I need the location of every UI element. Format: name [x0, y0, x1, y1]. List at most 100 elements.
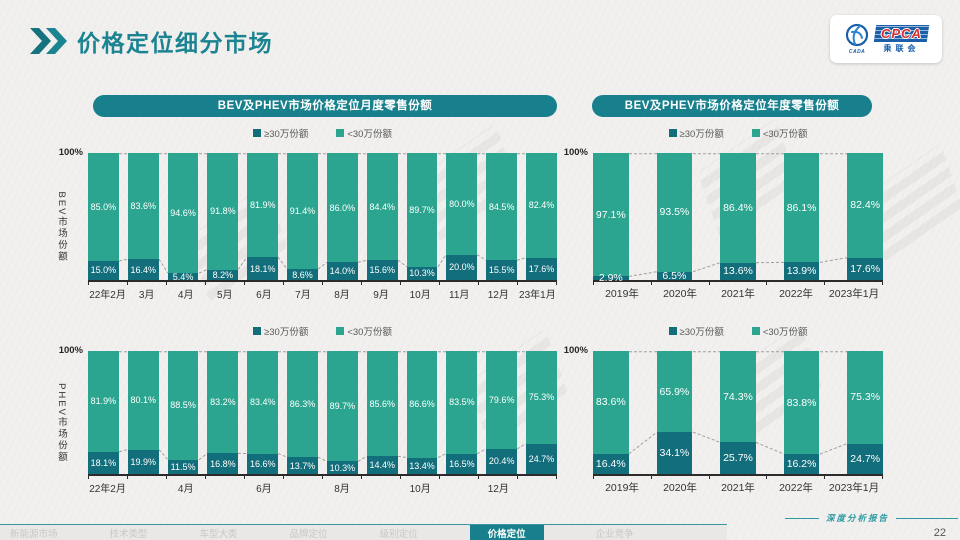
bar-value-label: 83.4%	[249, 397, 276, 408]
plot-area: 97.1% 2.9% 93.5% 6.5% 86.4% 13.6% 86.1% 13.9% 82…	[593, 153, 883, 284]
stacked-bar-9月: 84.4% 15.6%	[366, 153, 398, 280]
cpca-emblem-icon: CADA	[844, 23, 870, 55]
cpca-wordmark: CPCA 乘联会	[873, 24, 930, 54]
nav-item-企业竞争[interactable]: 企业竞争	[595, 528, 634, 540]
stacked-bar-2020年: 93.5% 6.5%	[656, 153, 693, 282]
bar-value-label: 82.4%	[528, 200, 555, 211]
legend-label: <30万份额	[762, 129, 808, 140]
segment-ge30: 20.4%	[486, 448, 518, 474]
nav-item-车型大类[interactable]: 车型大类	[199, 528, 238, 540]
stacked-bar-2020年: 65.9% 34.1%	[656, 351, 693, 474]
axis-tick	[323, 282, 362, 285]
segment-lt30: 89.7%	[406, 153, 438, 267]
bar-value-label: 8.6%	[292, 269, 313, 280]
axis-tick	[362, 476, 401, 479]
bar-value-label: 83.8%	[786, 396, 817, 409]
axis-tick	[206, 282, 245, 285]
segment-ge30: 13.7%	[287, 457, 318, 474]
segment-lt30: 81.9%	[88, 351, 119, 452]
axis-tick	[652, 282, 710, 285]
axis-tick	[479, 476, 518, 479]
stacked-bar-2021年: 74.3% 25.7%	[720, 351, 756, 474]
segment-ge30: 18.1%	[247, 257, 279, 280]
nav-item-新能源市场[interactable]: 新能源市场	[10, 528, 58, 540]
legend-label: ≥30万份额	[264, 129, 309, 140]
nav-item-级别定位[interactable]: 级别定位	[379, 528, 418, 540]
x-tick-label	[283, 480, 322, 495]
bar-value-label: 10.3%	[329, 462, 356, 473]
legend-label: <30万份额	[762, 327, 808, 338]
bars: 85.0% 15.0% 83.6% 16.4% 94.6% 5.4% 91.8% 8.2% 81…	[88, 153, 557, 282]
x-tick-label: 2021年	[721, 482, 755, 494]
plot-area: 83.6% 16.4% 65.9% 34.1% 74.3% 25.7% 83.8% 16.2%…	[593, 351, 883, 474]
bar-value-label: 79.6%	[488, 394, 515, 405]
series-connector-lines	[628, 153, 848, 277]
stacked-bar-8月: 86.0% 14.0%	[326, 153, 358, 280]
legend-swatch	[336, 327, 345, 335]
stacked-bar-5月: 91.8% 8.2%	[207, 153, 239, 280]
segment-lt30: 83.8%	[783, 351, 820, 455]
segment-lt30: 75.3%	[526, 351, 557, 444]
bar-value-label: 16.8%	[210, 458, 236, 469]
segment-lt30: 91.8%	[207, 153, 239, 270]
segment-lt30: 82.4%	[526, 153, 557, 258]
divider-line	[896, 517, 958, 519]
nav-item-技术类型[interactable]: 技术类型	[109, 528, 148, 540]
stacked-bar-4月: 88.5% 11.5%	[167, 351, 199, 474]
bar-value-label: 17.6%	[850, 262, 881, 275]
axis-tick	[593, 476, 652, 479]
legend-item-ge30: ≥30万份额	[668, 324, 724, 338]
legend-label: ≥30万份额	[679, 129, 724, 140]
x-axis	[88, 280, 557, 285]
segment-lt30: 83.6%	[127, 153, 159, 260]
x-tick-label: 9月	[373, 290, 389, 301]
segment-lt30: 88.5%	[167, 351, 199, 460]
nav-item-价格定位[interactable]: 价格定位	[469, 524, 544, 540]
chart-bev-monthly: BEV及PHEV市场价格定位月度零售份额 ≥30万份额 <30万份额 100% …	[40, 95, 560, 301]
stacked-bar-12月: 79.6% 20.4%	[486, 351, 518, 474]
axis-tick	[401, 476, 440, 479]
bar-value-label: 84.4%	[369, 201, 395, 212]
segment-lt30: 85.6%	[366, 351, 398, 457]
segment-lt30: 65.9%	[656, 351, 693, 433]
segment-lt30: 86.0%	[326, 153, 358, 263]
x-tick-label: 2023年1月	[828, 288, 880, 300]
bar-value-label: 10.3%	[409, 268, 435, 279]
bar-value-label: 6.5%	[662, 269, 687, 282]
axis-tick	[440, 282, 479, 285]
stacked-bar-2019年: 83.6% 16.4%	[593, 351, 629, 474]
axis-tick	[710, 476, 768, 479]
bar-value-label: 89.7%	[409, 204, 435, 215]
bottom-nav: 新能源市场 技术类型 车型大类 品牌定位 级别定位 价格定位 企业竞争	[0, 524, 727, 540]
chart-header-pill: BEV及PHEV市场价格定位月度零售份额	[93, 95, 557, 117]
x-tick-label	[518, 480, 557, 495]
legend-label: <30万份额	[347, 327, 392, 338]
y-axis-max-label: 100%	[563, 147, 588, 158]
stacked-bar-8月: 89.7% 10.3%	[326, 351, 358, 474]
axis-tick	[167, 476, 206, 479]
bar-value-label: 85.6%	[369, 398, 395, 409]
chart-header-pill: BEV及PHEV市场价格定位年度零售份额	[592, 95, 872, 117]
x-tick-label: 6月	[256, 290, 272, 301]
segment-ge30: 8.2%	[207, 269, 239, 280]
stacked-bar-4月: 94.6% 5.4%	[167, 153, 199, 282]
bar-value-label: 14.0%	[329, 266, 356, 277]
double-chevron-icon	[30, 28, 67, 54]
legend-item-lt30: <30万份额	[336, 126, 392, 140]
segment-lt30: 86.1%	[783, 153, 820, 263]
segment-ge30: 5.4%	[167, 272, 199, 282]
nav-item-品牌定位[interactable]: 品牌定位	[289, 528, 328, 540]
stacked-bar-3月: 83.6% 16.4%	[127, 153, 159, 280]
bar-value-label: 86.6%	[409, 399, 435, 410]
axis-tick	[825, 476, 883, 479]
bar-value-label: 94.6%	[170, 208, 196, 219]
plot-outer: 100% 83.6% 16.4% 65.9% 34.1% 74.3% 25.7% 83.8%…	[564, 345, 883, 495]
cpca-chinese-name: 乘联会	[883, 43, 920, 53]
bar-value-label: 93.5%	[659, 206, 690, 219]
bar-value-label: 83.6%	[595, 396, 626, 409]
axis-tick	[518, 476, 557, 479]
y-axis-max-label: 100%	[563, 345, 588, 356]
x-tick-label: 23年1月	[519, 290, 556, 301]
segment-lt30: 86.6%	[406, 351, 438, 458]
x-tick-label: 4月	[177, 290, 194, 301]
